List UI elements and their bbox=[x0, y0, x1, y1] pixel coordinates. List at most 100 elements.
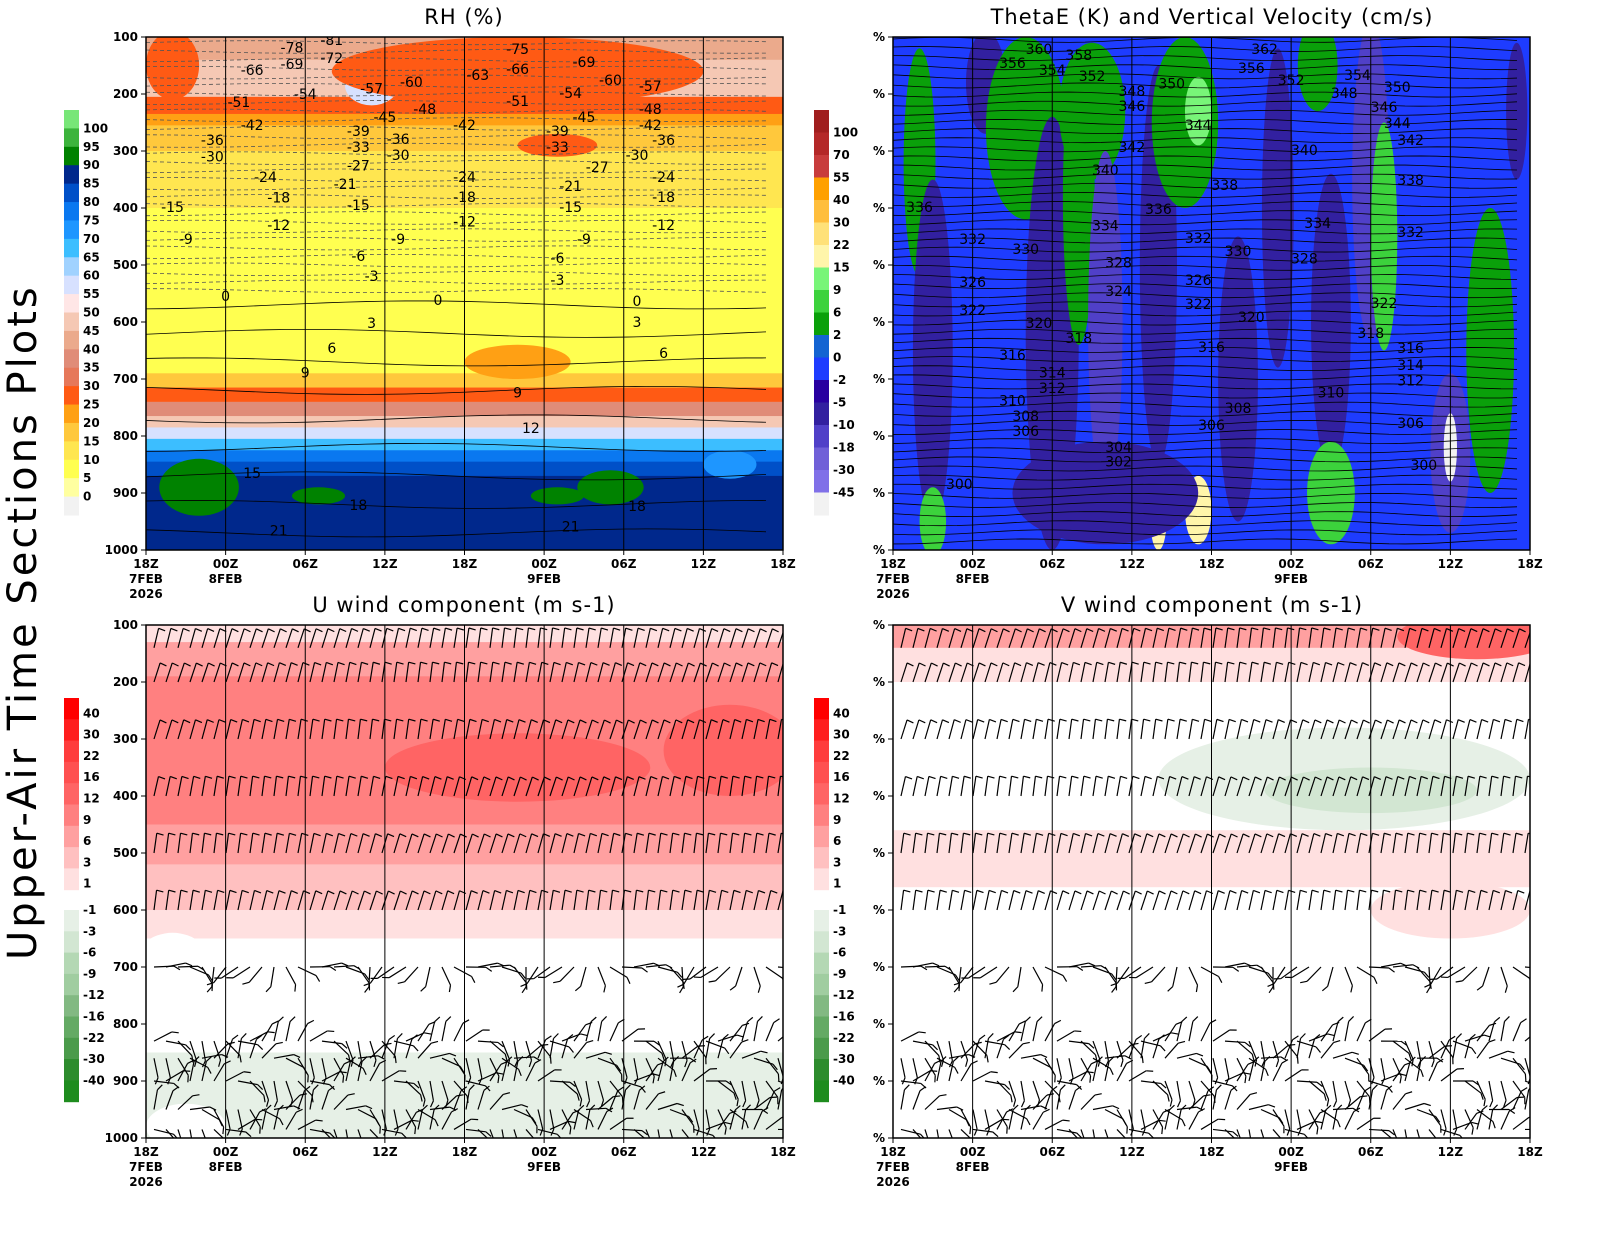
wind-barb-flag bbox=[1515, 775, 1523, 779]
wind-barb bbox=[621, 1128, 643, 1132]
contour-label: -27 bbox=[586, 160, 609, 176]
colorbar-swatch bbox=[814, 868, 829, 891]
wind-barb-flag bbox=[1146, 890, 1154, 895]
wind-barb bbox=[249, 719, 255, 740]
wind-barb-flag bbox=[588, 627, 596, 631]
wind-barb bbox=[1272, 890, 1278, 911]
wind-barb-flag bbox=[1091, 1060, 1098, 1065]
wind-barb bbox=[153, 833, 158, 854]
wind-barb-flag bbox=[723, 628, 731, 633]
wind-barb bbox=[285, 966, 297, 985]
wind-barb bbox=[453, 776, 461, 797]
wind-barb-flag bbox=[1048, 832, 1056, 837]
wind-barb bbox=[1284, 627, 1289, 648]
colorbar-swatch bbox=[814, 825, 829, 848]
wind-barb-flag bbox=[519, 776, 527, 781]
wind-barb-flag bbox=[300, 775, 308, 779]
wind-barb bbox=[248, 966, 263, 983]
wind-barb bbox=[1296, 1038, 1302, 1059]
wind-barb-flag bbox=[326, 832, 334, 837]
wind-barb-flag bbox=[1157, 775, 1165, 780]
colorbar-label: 90 bbox=[83, 158, 100, 172]
wind-barb bbox=[765, 628, 773, 648]
contour-label: -66 bbox=[241, 63, 264, 79]
wind-barb bbox=[1440, 628, 1448, 648]
wind-barb-flag bbox=[264, 832, 272, 836]
temperature-contour bbox=[146, 288, 767, 294]
wind-barb bbox=[996, 1039, 1005, 1059]
colorbar-label: 80 bbox=[83, 195, 100, 209]
wind-barb bbox=[153, 1089, 159, 1110]
y-tick-label: 500 bbox=[113, 846, 138, 860]
wind-barb bbox=[1464, 1080, 1482, 1094]
wind-barb bbox=[681, 662, 689, 683]
wind-barb-flag bbox=[219, 662, 227, 667]
wind-barb-flag bbox=[578, 661, 586, 666]
wind-barb bbox=[1500, 1096, 1518, 1110]
contour-label: -51 bbox=[227, 95, 250, 111]
wind-barb bbox=[1017, 966, 1022, 987]
contour-label: -51 bbox=[506, 94, 529, 110]
colorbar-swatch bbox=[814, 470, 829, 493]
wind-barb-flag bbox=[1327, 1033, 1335, 1037]
wind-barb-flag bbox=[564, 889, 572, 893]
wind-barb bbox=[477, 776, 485, 797]
wind-barb-flag bbox=[768, 775, 776, 779]
wind-barb-flag bbox=[1311, 627, 1319, 631]
contour-label: 356 bbox=[999, 56, 1026, 72]
wind-barb bbox=[1104, 890, 1112, 911]
wind-barb bbox=[1128, 719, 1133, 740]
wind-barb bbox=[1500, 833, 1505, 854]
wind-barb-flag bbox=[1071, 718, 1079, 722]
colorbar-label: -10 bbox=[833, 418, 855, 432]
field-patch bbox=[1506, 42, 1528, 180]
wind-barb bbox=[477, 962, 498, 968]
wind-barb-flag bbox=[339, 628, 347, 633]
thetae-contour bbox=[893, 502, 1518, 508]
wind-barb-flag bbox=[1249, 1092, 1258, 1096]
wind-barb-flag bbox=[1395, 832, 1403, 836]
wind-barb bbox=[249, 833, 254, 854]
wind-barb bbox=[573, 776, 581, 797]
wind-barb-flag bbox=[555, 719, 563, 724]
wind-barb-flag bbox=[181, 775, 189, 780]
wind-barb-flag bbox=[1337, 1016, 1344, 1023]
wind-barb-flag bbox=[625, 1084, 631, 1091]
wind-barb-flag bbox=[313, 832, 321, 837]
wind-barb bbox=[345, 1105, 366, 1111]
wind-barb-flag bbox=[1076, 1132, 1083, 1138]
wind-barb-flag bbox=[208, 662, 215, 667]
x-tick-label: 9FEB bbox=[1274, 572, 1308, 586]
wind-barb-flag bbox=[1531, 629, 1537, 632]
wind-barb bbox=[1212, 1128, 1233, 1133]
colorbar-label: 3 bbox=[83, 855, 91, 869]
contour-label: -3 bbox=[550, 273, 564, 289]
wind-barb-flag bbox=[388, 1034, 396, 1040]
contour-label: 18 bbox=[628, 499, 646, 515]
wind-barb bbox=[1356, 1022, 1366, 1042]
wind-barb bbox=[489, 662, 494, 683]
x-tick-label: 18Z bbox=[770, 557, 796, 571]
wind-barb-flag bbox=[1167, 986, 1174, 992]
wind-barb bbox=[249, 1111, 261, 1130]
wind-barb-flag bbox=[1505, 889, 1513, 894]
wind-barb bbox=[1392, 1040, 1410, 1054]
wind-barb bbox=[1128, 1109, 1134, 1130]
wind-barb bbox=[1176, 890, 1184, 911]
wind-barb bbox=[1104, 662, 1110, 683]
wind-barb-flag bbox=[1506, 628, 1514, 633]
wind-barb bbox=[1296, 627, 1301, 648]
wind-barb-flag bbox=[590, 1120, 594, 1128]
wind-barb bbox=[1224, 719, 1230, 740]
colorbar-label: 40 bbox=[83, 706, 100, 720]
wind-barb-flag bbox=[1158, 1034, 1165, 1040]
wind-barb-flag bbox=[1494, 662, 1502, 667]
wind-barb bbox=[1344, 966, 1353, 986]
wind-barb bbox=[729, 1080, 739, 1100]
wind-barb-flag bbox=[1409, 1056, 1416, 1063]
wind-barb-flag bbox=[1001, 889, 1009, 894]
wind-barb bbox=[705, 719, 712, 740]
wind-barb-flag bbox=[492, 627, 500, 631]
wind-barb-flag bbox=[336, 775, 344, 779]
wind-barb-flag bbox=[650, 776, 658, 780]
